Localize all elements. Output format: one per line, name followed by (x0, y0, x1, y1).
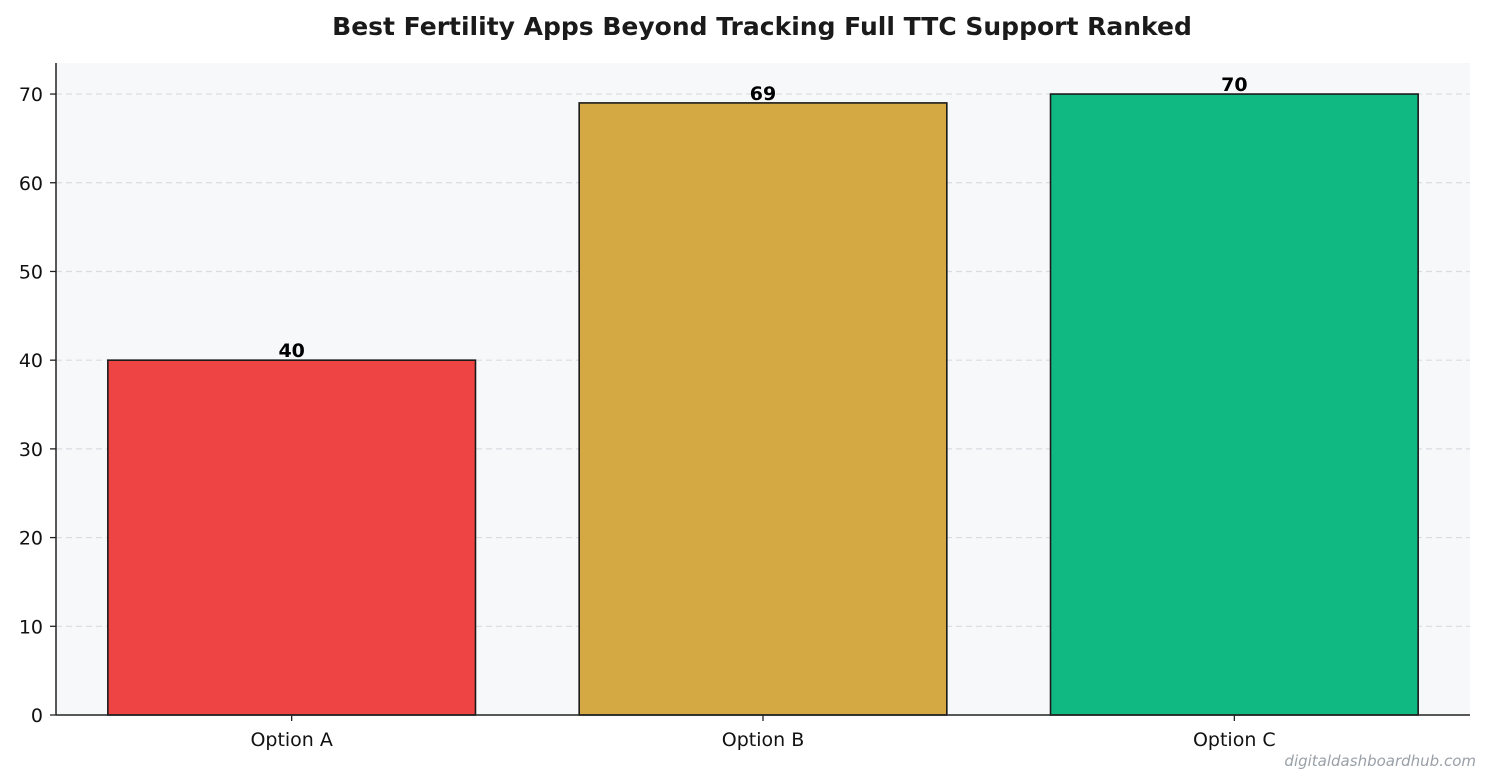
bar-value-label: 40 (278, 340, 304, 362)
bar (107, 359, 477, 716)
chart-title: Best Fertility Apps Beyond Tracking Full… (332, 12, 1192, 41)
axes (50, 63, 1470, 721)
bars (107, 93, 1419, 716)
bar (1049, 93, 1419, 716)
x-tick-label: Option A (250, 729, 332, 751)
y-tick-label: 40 (19, 350, 43, 372)
y-tick-label: 20 (19, 528, 43, 550)
watermark-text: digitaldashboardhub.com (1284, 752, 1476, 770)
bar (578, 102, 948, 716)
labels: 0 10 20 30 40 50 60 70 40 Option A 69 Option B 70 Opt… (19, 74, 1276, 751)
bar-value-label: 70 (1221, 74, 1247, 96)
x-tick-label: Option B (722, 729, 805, 751)
y-tick-label: 70 (19, 84, 43, 106)
x-tick-label: Option C (1193, 729, 1276, 751)
y-tick-label: 30 (19, 439, 43, 461)
bar-value-label: 69 (750, 83, 776, 105)
y-tick-label: 10 (19, 616, 43, 638)
y-tick-label: 0 (31, 705, 43, 727)
y-tick-label: 50 (19, 261, 43, 283)
y-tick-label: 60 (19, 173, 43, 195)
